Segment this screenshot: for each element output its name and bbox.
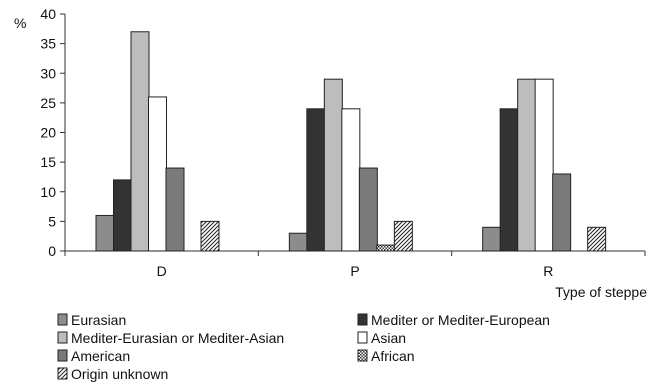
bar-D-3 (148, 96, 167, 252)
bars (95, 31, 607, 252)
legend-swatch (57, 367, 68, 380)
legend-swatch (357, 349, 368, 362)
bar-R-2 (517, 78, 537, 252)
bar-D-6 (200, 220, 220, 252)
y-tick-label: 5 (48, 213, 56, 229)
legend-label: African (371, 348, 415, 364)
x-axis-label: Type of steppe (555, 284, 647, 300)
bar-D-1 (113, 179, 132, 252)
bar-D-4 (165, 167, 185, 252)
legend-swatch (57, 349, 68, 362)
legend-swatch (357, 313, 368, 326)
y-tick-label: 25 (40, 95, 56, 111)
y-tick-label: 35 (40, 36, 56, 52)
bar-P-1 (306, 108, 326, 252)
legend-label: Eurasian (71, 312, 126, 328)
legend-label: Mediter-Eurasian or Mediter-Asian (71, 330, 284, 346)
bar-P-6 (393, 220, 413, 252)
y-tick-label: 30 (40, 65, 56, 81)
bar-R-0 (482, 226, 502, 252)
bar-P-3 (341, 108, 361, 252)
legend-label: Origin unknown (71, 366, 168, 382)
legend-swatch (357, 331, 368, 344)
y-axis-label: % (14, 15, 26, 31)
bar-R-3 (534, 78, 554, 252)
y-tick-label: 15 (40, 154, 56, 170)
x-tick-label: D (157, 263, 167, 279)
bar-D-2 (130, 31, 150, 252)
bar-R-1 (499, 108, 519, 252)
y-tick-label: 0 (48, 243, 56, 259)
legend-swatch (57, 331, 68, 344)
bar-D-0 (95, 214, 115, 252)
bar-P-4 (358, 167, 378, 252)
y-tick-label: 40 (40, 6, 56, 22)
x-tick-label: R (543, 263, 553, 279)
bar-P-5 (376, 244, 396, 252)
legend-label: Asian (371, 330, 406, 346)
bar-P-0 (288, 232, 308, 252)
y-tick-label: 20 (40, 125, 56, 141)
x-tick-label: P (350, 263, 359, 279)
bar-R-4 (552, 173, 572, 252)
legend: Eurasian Mediter or Mediter-European Medit… (57, 312, 550, 382)
legend-swatch (57, 313, 68, 326)
y-tick-label: 10 (40, 184, 56, 200)
legend-label: Mediter or Mediter-European (371, 312, 550, 328)
legend-label: American (71, 348, 130, 364)
bar-R-6 (587, 226, 607, 252)
bar-P-2 (323, 78, 343, 252)
